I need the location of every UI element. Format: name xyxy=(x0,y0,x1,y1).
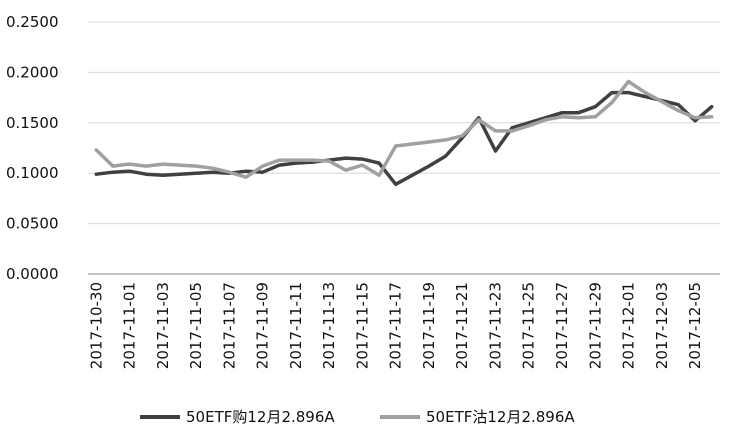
y-tick-label: 0.1000 xyxy=(6,164,59,182)
x-tick-label: 2017-11-11 xyxy=(287,282,305,369)
y-tick-label: 0.2000 xyxy=(6,63,59,81)
x-tick-label: 2017-11-19 xyxy=(420,282,438,369)
x-tick-label: 2017-11-07 xyxy=(220,282,238,369)
x-tick-label: 2017-11-27 xyxy=(553,282,571,369)
y-tick-label: 0.1500 xyxy=(6,114,59,132)
legend-label-2: 50ETF沽12月2.896A xyxy=(426,408,575,426)
x-tick-label: 2017-11-15 xyxy=(353,282,371,369)
x-tick-label: 2017-11-17 xyxy=(387,282,405,369)
x-tick-label: 2017-11-05 xyxy=(187,282,205,369)
y-tick-label: 0.0500 xyxy=(6,215,59,233)
x-tick-label: 2017-12-01 xyxy=(620,282,638,369)
x-tick-label: 2017-11-29 xyxy=(586,282,604,369)
series-line-1 xyxy=(94,90,714,187)
series-line-2 xyxy=(94,79,714,179)
legend-label-1: 50ETF购12月2.896A xyxy=(186,408,335,426)
x-tick-label: 2017-11-13 xyxy=(320,282,338,369)
x-tick-label: 2017-11-25 xyxy=(520,282,538,369)
x-tick-label: 2017-11-09 xyxy=(254,282,272,369)
x-tick-label: 2017-10-30 xyxy=(87,282,105,369)
x-tick-label: 2017-12-05 xyxy=(686,282,704,369)
y-tick-label: 0.0000 xyxy=(6,265,59,283)
x-tick-label: 2017-12-03 xyxy=(653,282,671,369)
y-tick-label: 0.2500 xyxy=(6,13,59,31)
x-tick-label: 2017-11-01 xyxy=(121,282,139,369)
x-tick-label: 2017-11-21 xyxy=(453,282,471,369)
x-tick-label: 2017-11-03 xyxy=(154,282,172,369)
x-tick-label: 2017-11-23 xyxy=(486,282,504,369)
